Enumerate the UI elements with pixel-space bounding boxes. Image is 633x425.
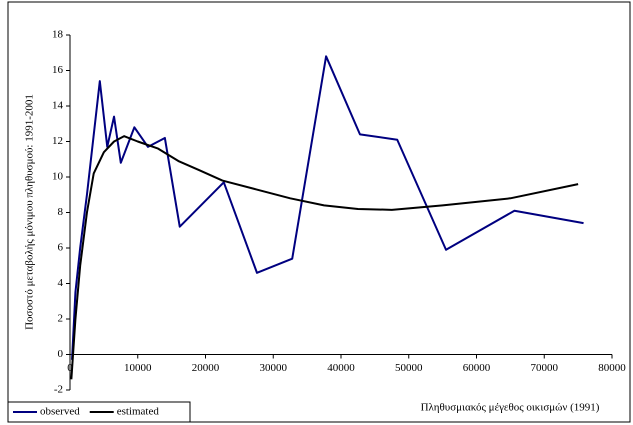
y-tick-label: 4 <box>58 277 64 289</box>
x-tick-label: 70000 <box>531 362 559 374</box>
x-axis-title: Πληθυσμιακός μέγεθος οικισμών (1991) <box>421 402 600 414</box>
y-tick-label: 16 <box>52 64 64 76</box>
x-tick-label: 60000 <box>463 362 491 374</box>
y-tick-label: 0 <box>58 348 64 360</box>
legend-label: estimated <box>117 406 160 418</box>
y-tick-label: -2 <box>54 384 63 396</box>
x-tick-label: 50000 <box>395 362 423 374</box>
x-tick-label: 0 <box>67 362 73 374</box>
y-tick-label: 14 <box>52 100 64 112</box>
y-axis-title: Ποσοστό μεταβολής μόνιμου πληθυσμού: 199… <box>24 94 36 330</box>
y-tick-label: 6 <box>58 242 64 254</box>
y-tick-label: 12 <box>52 135 63 147</box>
y-tick-label: 10 <box>52 171 64 183</box>
y-tick-label: 2 <box>58 313 64 325</box>
chart-frame <box>7 1 631 423</box>
series-line <box>71 55 584 360</box>
y-tick-label: 8 <box>58 206 64 218</box>
x-tick-label: 40000 <box>327 362 355 374</box>
x-tick-label: 30000 <box>260 362 288 374</box>
series-line <box>70 135 579 380</box>
legend-label: observed <box>40 406 80 418</box>
x-tick-label: 80000 <box>598 362 626 374</box>
y-tick-label: 18 <box>52 29 64 41</box>
x-tick-label: 20000 <box>192 362 220 374</box>
x-tick-label: 10000 <box>124 362 152 374</box>
